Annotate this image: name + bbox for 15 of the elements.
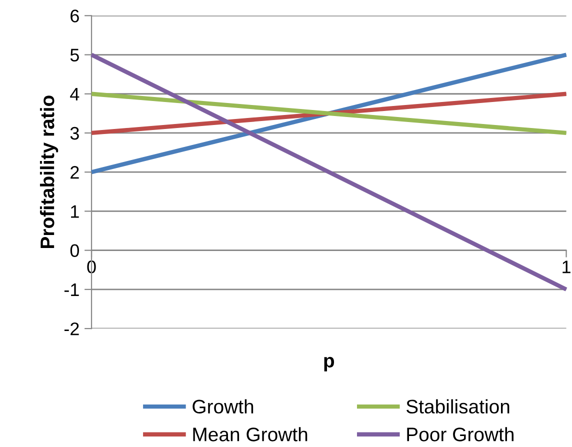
y-tick-label: 4 [70, 88, 80, 100]
x-axis-title: p [324, 356, 334, 372]
legend-label: Mean Growth [193, 427, 308, 442]
y-tick-label: 1 [71, 205, 79, 218]
y-tick-label: -1 [64, 284, 79, 296]
y-tick-label: 6 [70, 10, 79, 22]
y-tick-label: -2 [64, 322, 79, 336]
y-axis-title: Profitability ratio [40, 96, 58, 248]
legend-label: Growth [192, 399, 254, 414]
y-tick-label: 2 [70, 166, 79, 179]
legend-label: Poor Growth [407, 427, 514, 442]
y-tick-label: 0 [70, 244, 80, 258]
y-tick-label: 5 [70, 48, 79, 62]
y-tick-label: 3 [70, 126, 79, 140]
legend-label: Stabilisation [406, 399, 510, 414]
